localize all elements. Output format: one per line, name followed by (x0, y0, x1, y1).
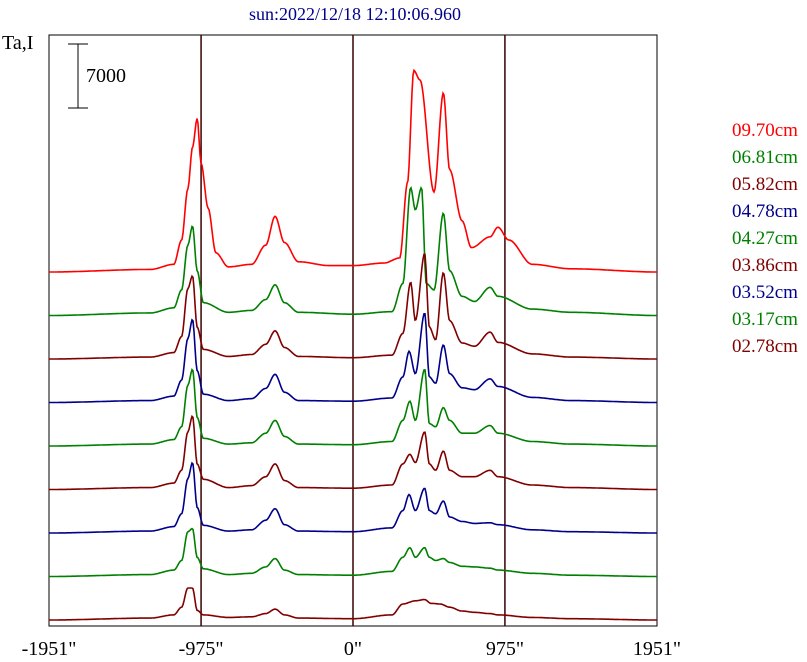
x-tick-label: -975" (179, 638, 224, 660)
legend: 09.70cm 06.81cm 05.82cm 04.78cm 04.27cm 03.86… (732, 120, 798, 357)
series-line (49, 461, 657, 534)
series-line (49, 68, 657, 273)
scale-bar (68, 43, 88, 109)
x-tick-label: 0" (344, 638, 362, 660)
x-tick-label: 975" (486, 638, 524, 660)
legend-entry: 04.27cm (732, 228, 798, 249)
reference-lines (200, 35, 506, 626)
x-tick-labels: -1951" -975" 0" 975" 1951" (22, 638, 682, 660)
legend-entry: 09.70cm (732, 120, 798, 141)
series-line (49, 185, 657, 317)
series-line (49, 527, 657, 578)
x-tick-label: 1951" (633, 638, 681, 660)
legend-entry: 03.86cm (732, 255, 798, 276)
series-line (49, 368, 657, 447)
x-tick-label: -1951" (22, 638, 77, 660)
legend-entry: 03.52cm (732, 282, 798, 303)
legend-entry: 05.82cm (732, 174, 798, 195)
legend-entry: 02.78cm (732, 336, 798, 357)
series-line (49, 253, 657, 360)
series-curves (49, 68, 657, 621)
series-line (49, 313, 657, 404)
legend-entry: 06.81cm (732, 147, 798, 168)
series-line (49, 587, 657, 621)
legend-entry: 04.78cm (732, 201, 798, 222)
series-line (49, 414, 657, 491)
chart-title: sun:2022/12/18 12:10:06.960 (249, 4, 461, 24)
legend-entry: 03.17cm (732, 309, 798, 330)
scale-bar-label: 7000 (86, 65, 126, 87)
y-axis-label: Ta,I (2, 32, 33, 54)
